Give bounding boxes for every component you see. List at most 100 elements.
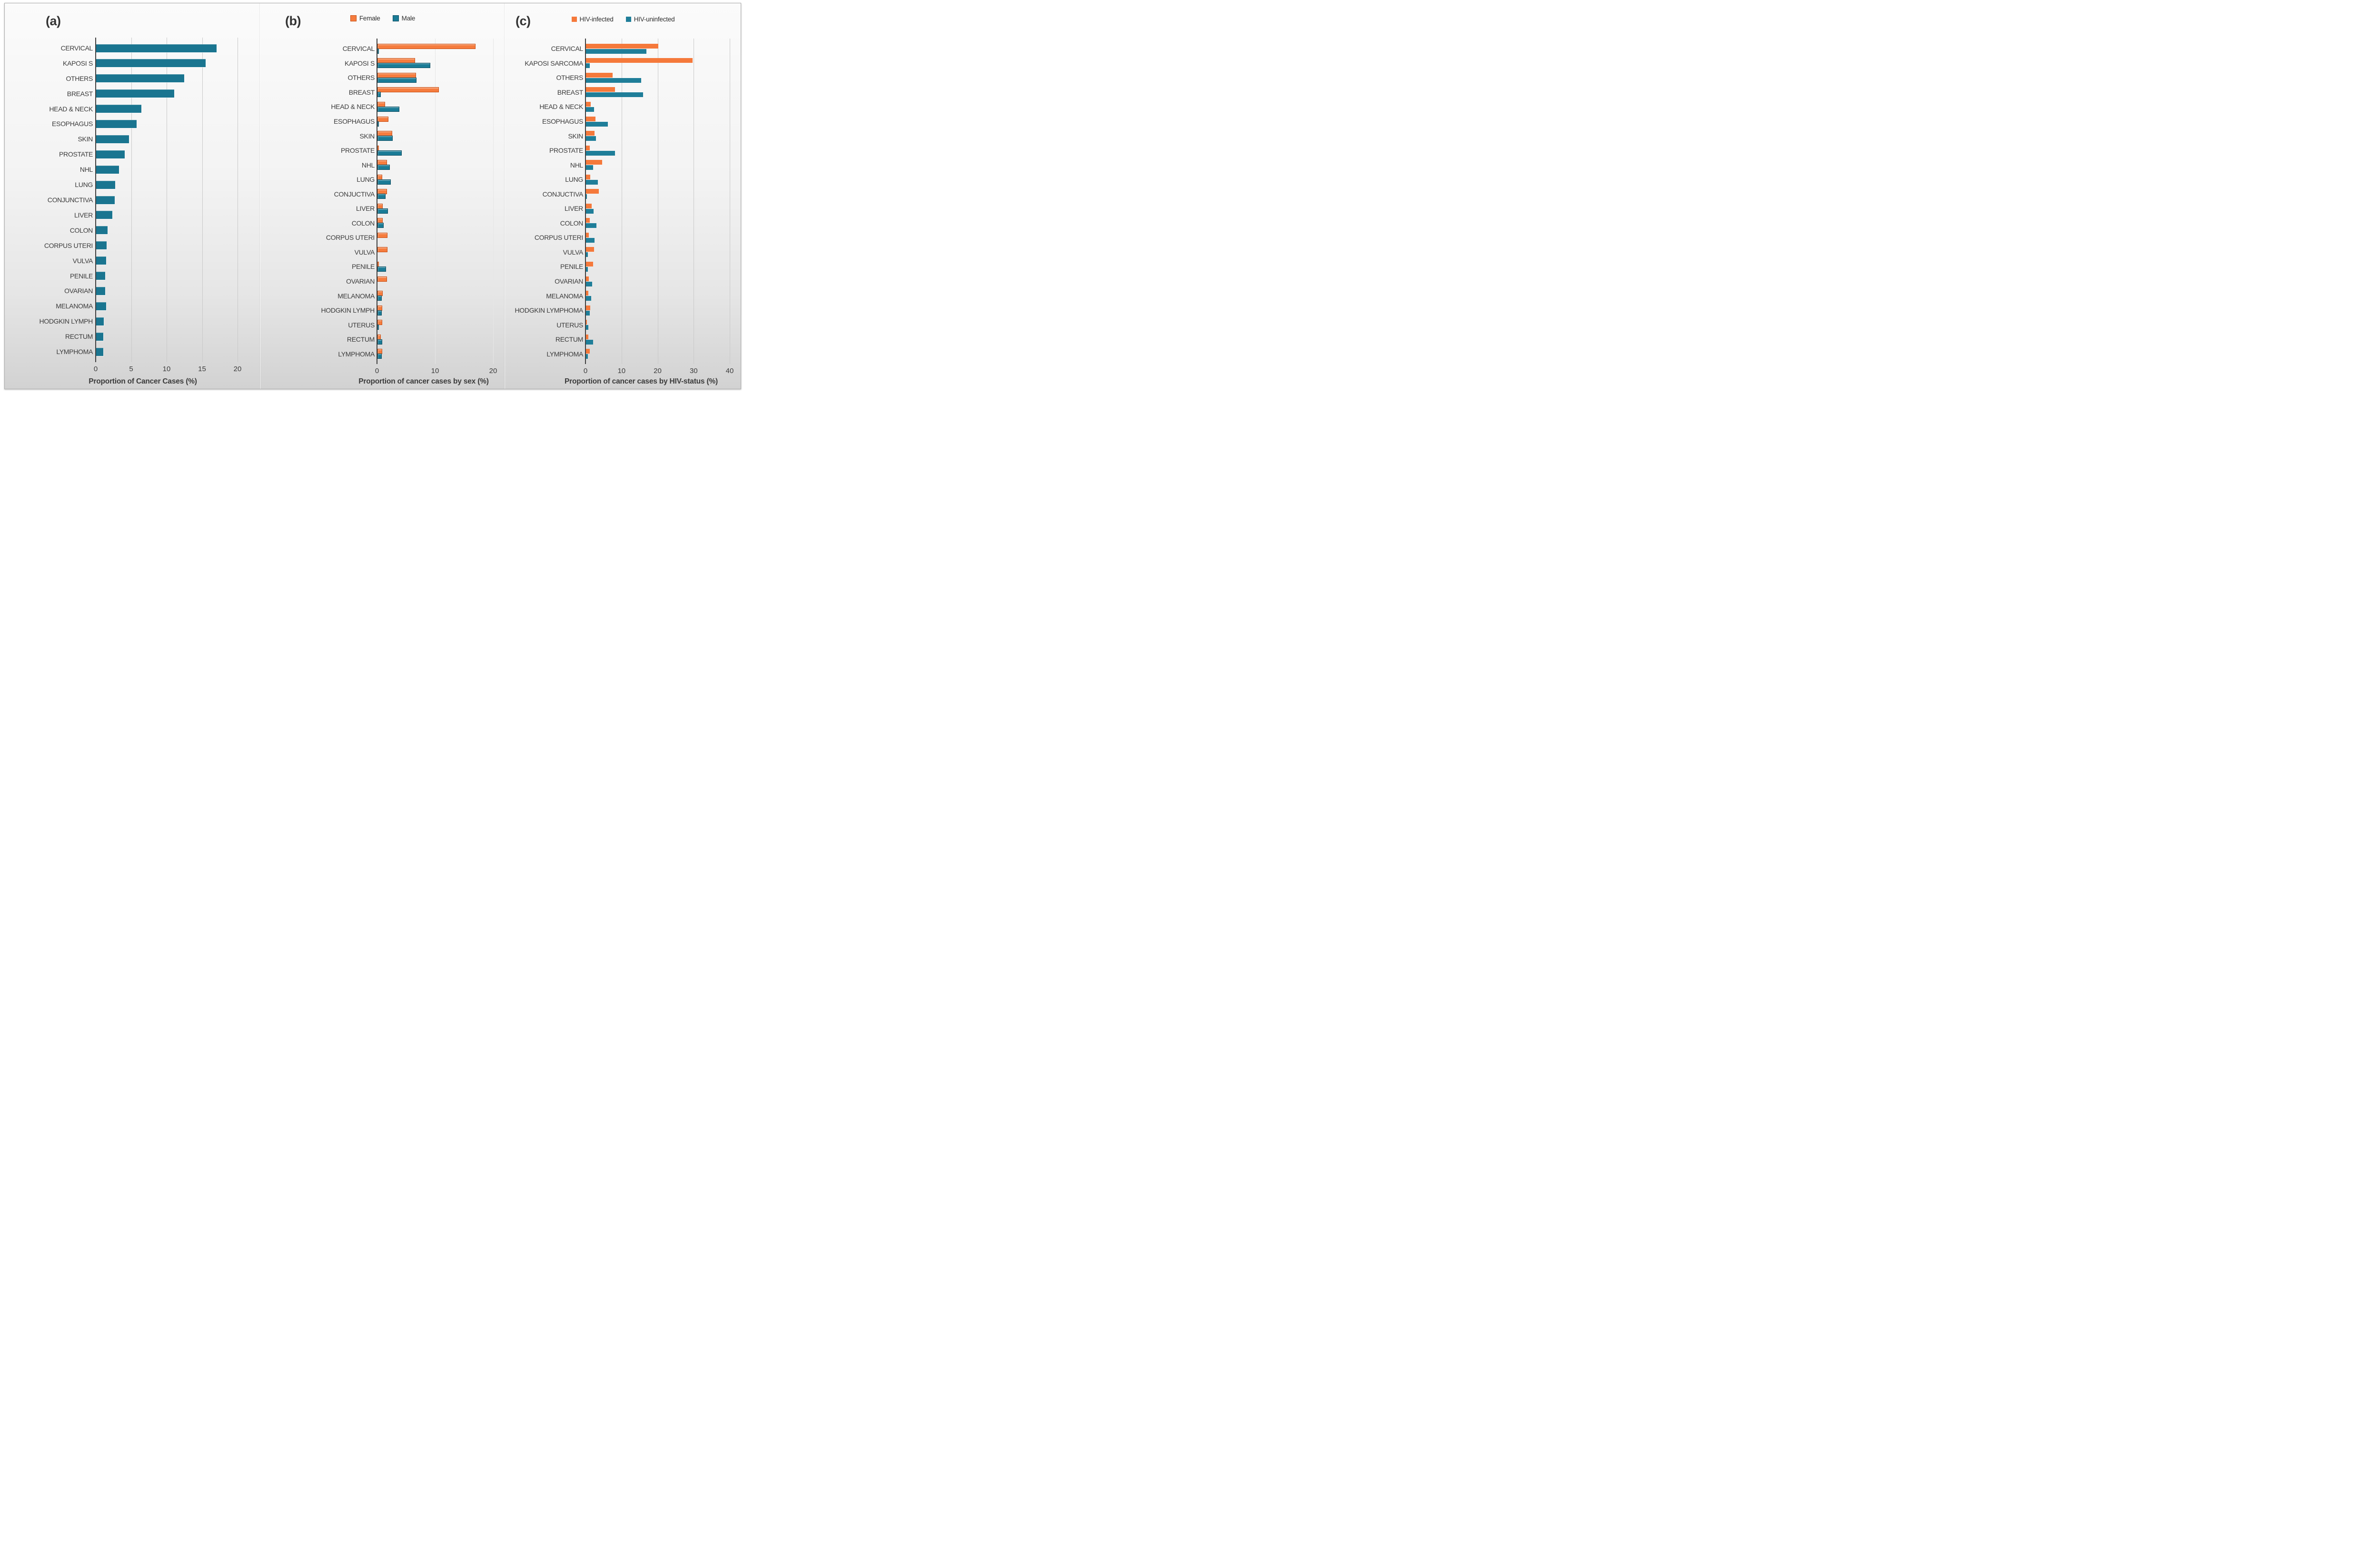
bar-male-head-neck <box>377 107 400 112</box>
category-label: PROSTATE <box>549 147 583 155</box>
category-label: RECTUM <box>347 335 375 344</box>
bar-hiv-infected-prostate <box>586 145 590 150</box>
category-label: OVARIAN <box>346 277 375 285</box>
category-label: PENILE <box>70 272 93 280</box>
bar-corpus-uteri <box>96 241 107 250</box>
bar-male-lymphoma <box>377 354 382 359</box>
legend-label: Female <box>359 15 380 22</box>
bar-liver <box>96 211 113 219</box>
bar-cervical <box>96 44 217 52</box>
bar-female-breast <box>377 87 439 93</box>
category-label: LIVER <box>74 211 93 219</box>
bar-female-esophagus <box>377 116 389 122</box>
legend-swatch-icon <box>625 17 631 22</box>
panel-a-axis-title: Proportion of Cancer Cases (%) <box>89 377 197 385</box>
legend-swatch-icon <box>571 17 577 22</box>
bar-male-prostate <box>377 150 402 156</box>
legend-label: HIV-infected <box>579 16 614 23</box>
category-label: PENILE <box>560 263 583 271</box>
gridline-x10 <box>435 39 436 364</box>
category-label: LYMPHOMA <box>546 350 583 358</box>
x-tick-label: 0 <box>583 367 588 375</box>
bar-male-penile <box>377 266 387 272</box>
bar-male-esophagus <box>377 121 379 127</box>
panel-b: (b) Female Male Proportion of cancer case… <box>260 3 505 389</box>
bar-hiv-infected-lymphoma <box>586 349 590 354</box>
x-tick-label: 15 <box>198 365 206 373</box>
category-label: PROSTATE <box>59 150 93 158</box>
bar-lymphoma <box>96 347 103 356</box>
bar-hiv-uninfected-conjuctiva <box>586 194 587 199</box>
bar-male-others <box>377 77 416 83</box>
bar-vulva <box>96 256 106 265</box>
bar-hiv-infected-vulva <box>586 247 594 252</box>
bar-male-colon <box>377 223 384 228</box>
bar-female-corpus-uteri <box>377 232 387 238</box>
category-label: VULVA <box>563 248 584 256</box>
bar-others <box>96 74 184 83</box>
category-label: UTERUS <box>348 321 375 329</box>
bar-male-nhl <box>377 165 390 170</box>
bar-hiv-infected-liver <box>586 203 592 208</box>
x-tick-label: 10 <box>431 367 439 375</box>
bar-hiv-infected-corpus-uteri <box>586 232 589 237</box>
category-label: CORPUS UTERI <box>534 234 583 242</box>
category-label: NHL <box>570 161 583 169</box>
category-label: RECTUM <box>555 335 583 344</box>
bar-hiv-infected-melanoma <box>586 291 588 296</box>
panel-c-legend: HIV-infected HIV-uninfected <box>505 16 741 23</box>
bar-hiv-uninfected-nhl <box>586 165 594 170</box>
bar-hiv-infected-breast <box>586 87 615 92</box>
bar-hiv-uninfected-liver <box>586 208 594 214</box>
category-label: ESOPHAGUS <box>334 117 375 125</box>
category-label: MELANOMA <box>546 292 583 300</box>
bar-hiv-infected-colon <box>586 218 590 223</box>
category-label: UTERUS <box>556 321 583 329</box>
figure-frame: (a) Proportion of Cancer Cases (%) 0 5 10 1… <box>4 3 741 389</box>
category-label: CERVICAL <box>551 45 584 53</box>
category-label: NHL <box>79 166 93 174</box>
bar-hiv-uninfected-vulva <box>586 252 588 257</box>
category-label: HODGKIN LYMPHOMA <box>515 306 583 315</box>
bar-hiv-uninfected-others <box>586 78 641 83</box>
bar-hiv-uninfected-breast <box>586 92 644 98</box>
category-label: LIVER <box>565 205 583 213</box>
x-tick-label: 20 <box>489 367 497 375</box>
category-label: OTHERS <box>347 74 375 82</box>
y-axis-line <box>585 39 586 364</box>
category-label: CORPUS UTERI <box>326 234 375 242</box>
gridline-x15 <box>202 38 203 362</box>
legend-label: Male <box>401 15 416 22</box>
x-tick-label: 40 <box>725 367 734 375</box>
bar-male-melanoma <box>377 296 382 301</box>
category-label: HEAD & NECK <box>49 105 93 113</box>
category-label: KAPOSI S <box>345 59 375 67</box>
bar-melanoma <box>96 302 106 310</box>
bar-hiv-uninfected-colon <box>586 223 596 228</box>
bar-conjunctiva <box>96 196 115 204</box>
category-label: VULVA <box>72 256 93 265</box>
legend-label: HIV-uninfected <box>634 16 675 23</box>
bar-hiv-infected-penile <box>586 262 594 266</box>
bar-hiv-uninfected-lymphoma <box>586 354 588 359</box>
bar-kaposi-s <box>96 59 206 68</box>
x-tick-label: 10 <box>162 365 171 373</box>
bar-hiv-infected-skin <box>586 131 595 136</box>
bar-breast <box>96 89 174 98</box>
bar-hiv-uninfected-rectum <box>586 339 594 345</box>
panel-a: (a) Proportion of Cancer Cases (%) 0 5 10 1… <box>5 3 260 389</box>
category-label: KAPOSI S <box>63 59 93 67</box>
category-label: LUNG <box>75 181 93 189</box>
bar-hiv-uninfected-hodgkin-lymphoma <box>586 310 590 316</box>
bar-hiv-uninfected-melanoma <box>586 296 592 301</box>
category-label: LIVER <box>356 205 375 213</box>
bar-hiv-infected-kaposi-sarcoma <box>586 58 693 63</box>
x-tick-label: 30 <box>689 367 698 375</box>
bar-hiv-infected-ovarian <box>586 276 589 281</box>
panel-b-label: (b) <box>285 14 301 28</box>
category-label: SKIN <box>78 135 93 143</box>
category-label: PROSTATE <box>341 147 375 155</box>
bar-hiv-infected-nhl <box>586 160 603 165</box>
bar-hiv-infected-lung <box>586 174 591 179</box>
bar-hiv-uninfected-lung <box>586 179 598 185</box>
